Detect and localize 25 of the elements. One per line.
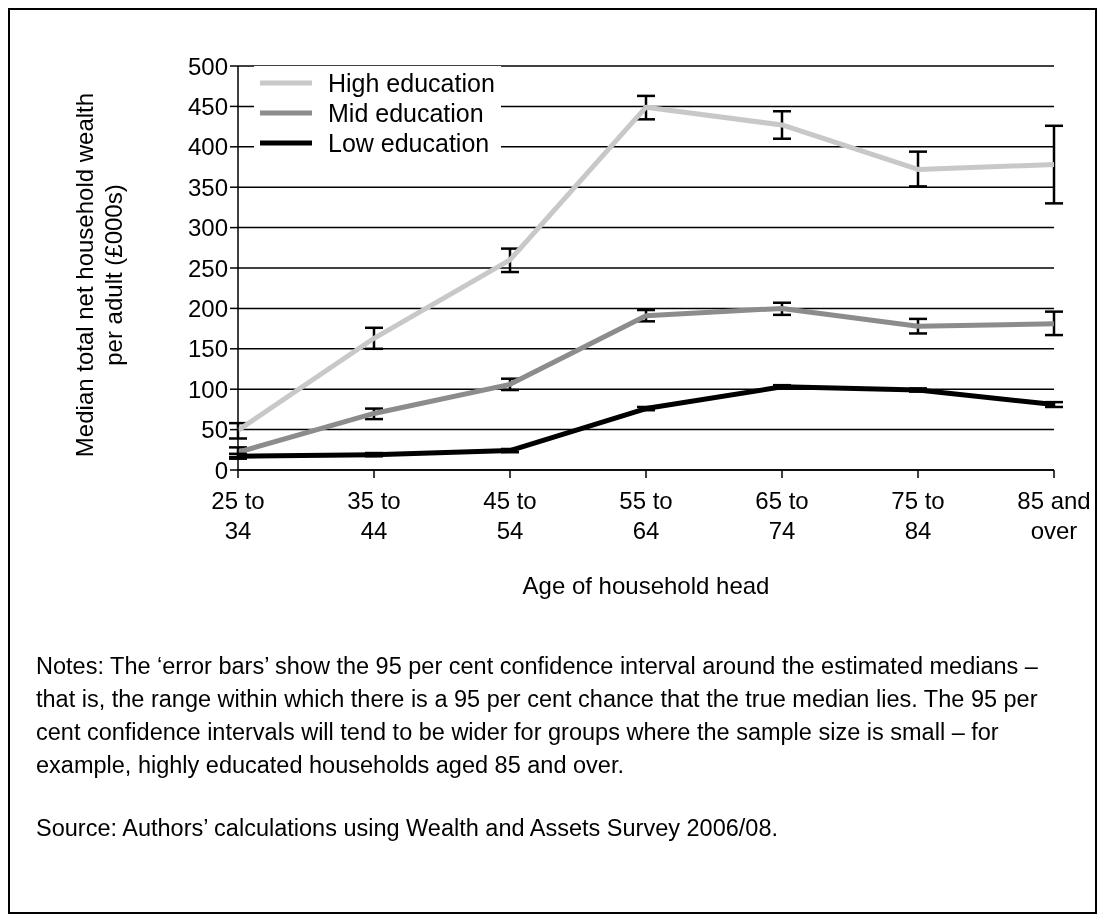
y-tick-label: 500 (187, 52, 228, 80)
legend-label: Low education (328, 128, 490, 158)
x-tick-label: 35 to 44 (347, 487, 401, 545)
y-tick-label: 150 (187, 335, 228, 363)
x-tick-label: 45 to 54 (483, 487, 537, 545)
legend-label: Mid education (328, 98, 484, 128)
y-tick-label: 200 (187, 294, 228, 322)
y-tick-label: 0 (214, 456, 228, 484)
y-tick-label: 50 (201, 416, 228, 444)
y-tick-label: 300 (187, 214, 228, 242)
y-tick-label: 400 (187, 133, 228, 161)
y-axis-title: Median total net household wealth per adult (£000s) (70, 91, 128, 460)
text: Notes: The ‘error bars’ show the 95 per cent confidence interval around the estimated medians – that is, the range within which there is a 95 per cent chance that the true median lies. The 95 per cent confidence intervals will tend to be wider for groups where the sample size is small – for example, highly educated households aged 85 and over. (36, 652, 1039, 780)
legend-label: High education (328, 68, 495, 98)
y-tick-label: 450 (187, 92, 228, 120)
x-tick-label: 75 to 84 (891, 487, 945, 545)
y-tick-label: 100 (187, 375, 228, 403)
source-note: Source: Authors’ calculations using Wealth and Assets Survey 2006/08. (36, 814, 779, 843)
x-axis-title: Age of household head (521, 572, 771, 600)
x-tick-label: 85 and over (1017, 487, 1091, 545)
y-tick-label: 250 (187, 254, 228, 282)
x-tick-label: 25 to 34 (211, 487, 265, 545)
x-tick-label: 65 to 74 (755, 487, 809, 545)
x-tick-label: 55 to 64 (619, 487, 673, 545)
y-tick-label: 350 (187, 173, 228, 201)
